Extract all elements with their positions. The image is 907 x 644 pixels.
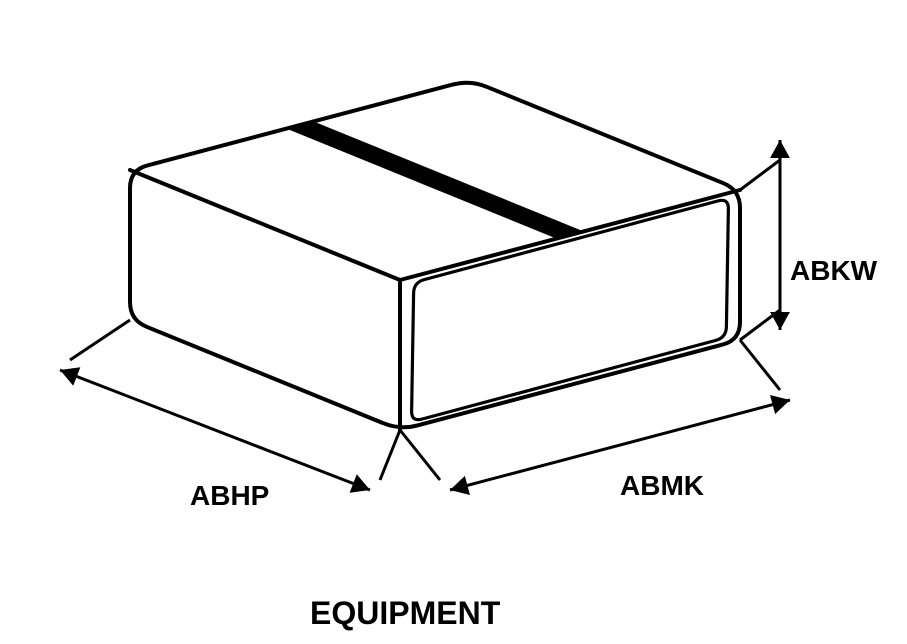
equipment-diagram xyxy=(0,0,907,644)
dim-label-depth: ABHP xyxy=(190,480,269,512)
dim-label-width: ABMK xyxy=(620,470,704,502)
diagram-title: EQUIPMENT xyxy=(310,595,500,632)
dim-label-height: ABKW xyxy=(790,255,877,287)
